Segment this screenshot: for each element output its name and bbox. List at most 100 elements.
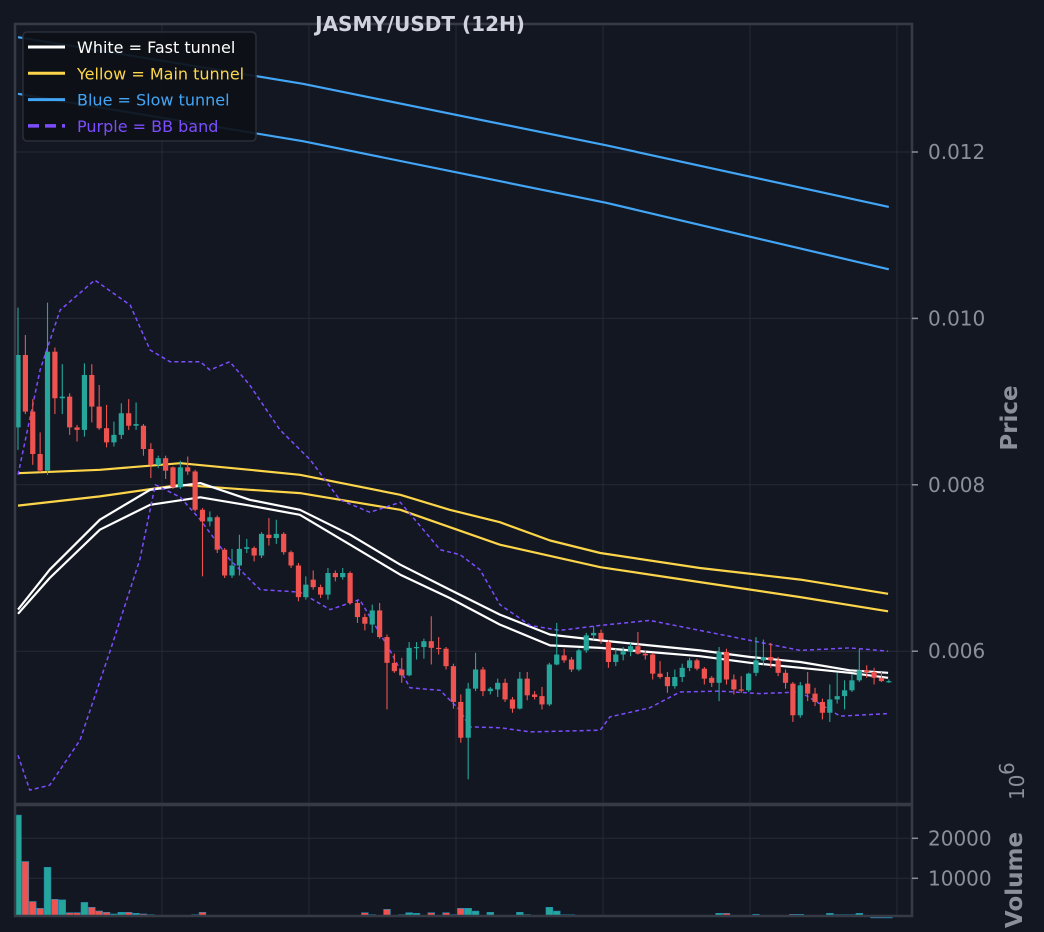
candle-body (709, 677, 715, 683)
candle-body (288, 552, 294, 566)
candle (354, 599, 361, 623)
candle (509, 696, 516, 713)
volume-bar (51, 898, 59, 917)
candle (524, 672, 530, 701)
candle (199, 508, 206, 577)
candle-body (546, 664, 552, 705)
candle (546, 662, 552, 707)
price-tick-label: 0.010 (928, 306, 985, 330)
candle (377, 602, 383, 639)
candle-body (236, 548, 242, 566)
candle-body (413, 647, 420, 649)
candle (576, 648, 582, 672)
candle-body (317, 587, 324, 595)
candle (15, 307, 21, 450)
candle (391, 653, 397, 673)
candle (723, 648, 730, 685)
candle (679, 663, 685, 682)
price-tick-label: 0.006 (928, 639, 985, 663)
volume-bar (545, 906, 554, 917)
candle (443, 647, 449, 670)
candle-body (458, 701, 464, 738)
candle (369, 604, 375, 633)
candle (605, 640, 611, 668)
volume-bar (58, 899, 66, 917)
candle-body (502, 682, 508, 700)
candle-body (273, 533, 279, 539)
candle-body (576, 650, 582, 670)
candle-body (37, 454, 43, 471)
candle-body (723, 652, 730, 680)
candle-body (177, 467, 183, 488)
candle (406, 642, 412, 677)
candle-body (768, 657, 774, 661)
candle (650, 652, 656, 680)
candle (67, 393, 73, 435)
candle (295, 563, 302, 602)
candle-body (864, 670, 870, 672)
volume-panel-frame (13, 803, 914, 918)
legend-label: Yellow = Main tunnel (76, 64, 244, 83)
candle-body (495, 682, 501, 690)
candle-body (694, 660, 700, 669)
candle-body (266, 534, 272, 539)
candle (841, 680, 848, 710)
price-panel (15, 36, 892, 791)
candle-body (251, 548, 257, 556)
candle-body (812, 693, 818, 702)
candle (177, 460, 183, 489)
candle (192, 469, 198, 512)
candle (229, 548, 235, 578)
candle-body (524, 678, 530, 696)
candle (244, 538, 250, 554)
candle-body (532, 694, 538, 697)
candle-body (642, 653, 648, 656)
candle-body (856, 670, 862, 681)
volume-tick-label: 20000 (928, 826, 992, 850)
candle (886, 679, 892, 683)
candle-body (679, 667, 685, 677)
candle (436, 637, 442, 655)
legend-label: White = Fast tunnel (77, 38, 235, 57)
candle-body (834, 696, 840, 700)
candle-body (199, 509, 206, 522)
candle-body (664, 676, 671, 687)
candle (502, 678, 508, 702)
candle-body (428, 641, 434, 648)
candle-body (686, 660, 693, 668)
candle-body (805, 683, 811, 694)
candle-body (487, 688, 493, 692)
candle (303, 576, 309, 600)
candle (716, 647, 722, 702)
candle (96, 384, 102, 430)
price-tick-label: 0.012 (928, 140, 985, 164)
candle (635, 632, 641, 655)
candle-body (103, 428, 110, 443)
candle-body (443, 648, 449, 667)
candle-body (362, 617, 368, 624)
legend-label: Purple = BB band (77, 117, 218, 136)
candle (81, 363, 88, 437)
candle (214, 515, 220, 554)
candle-body (620, 651, 626, 655)
candle-body (716, 652, 722, 683)
candle-body (421, 641, 427, 648)
candle (561, 648, 567, 663)
candle-body (377, 610, 383, 638)
candle-body (74, 427, 80, 430)
candle (472, 652, 479, 692)
candle-body (170, 467, 176, 488)
candle (59, 364, 65, 415)
price-tick-label: 0.008 (928, 473, 985, 497)
candle-body (605, 642, 611, 663)
candle-body (878, 677, 885, 682)
candle-body (450, 666, 457, 702)
candle-body (480, 669, 486, 692)
candle-body (185, 467, 191, 472)
candle-body (96, 406, 102, 429)
candle (554, 622, 560, 666)
candle-body (15, 355, 21, 428)
legend: White = Fast tunnel Yellow = Main tunnel B… (22, 31, 257, 142)
candle-body (214, 517, 220, 550)
candle-body (554, 654, 560, 665)
